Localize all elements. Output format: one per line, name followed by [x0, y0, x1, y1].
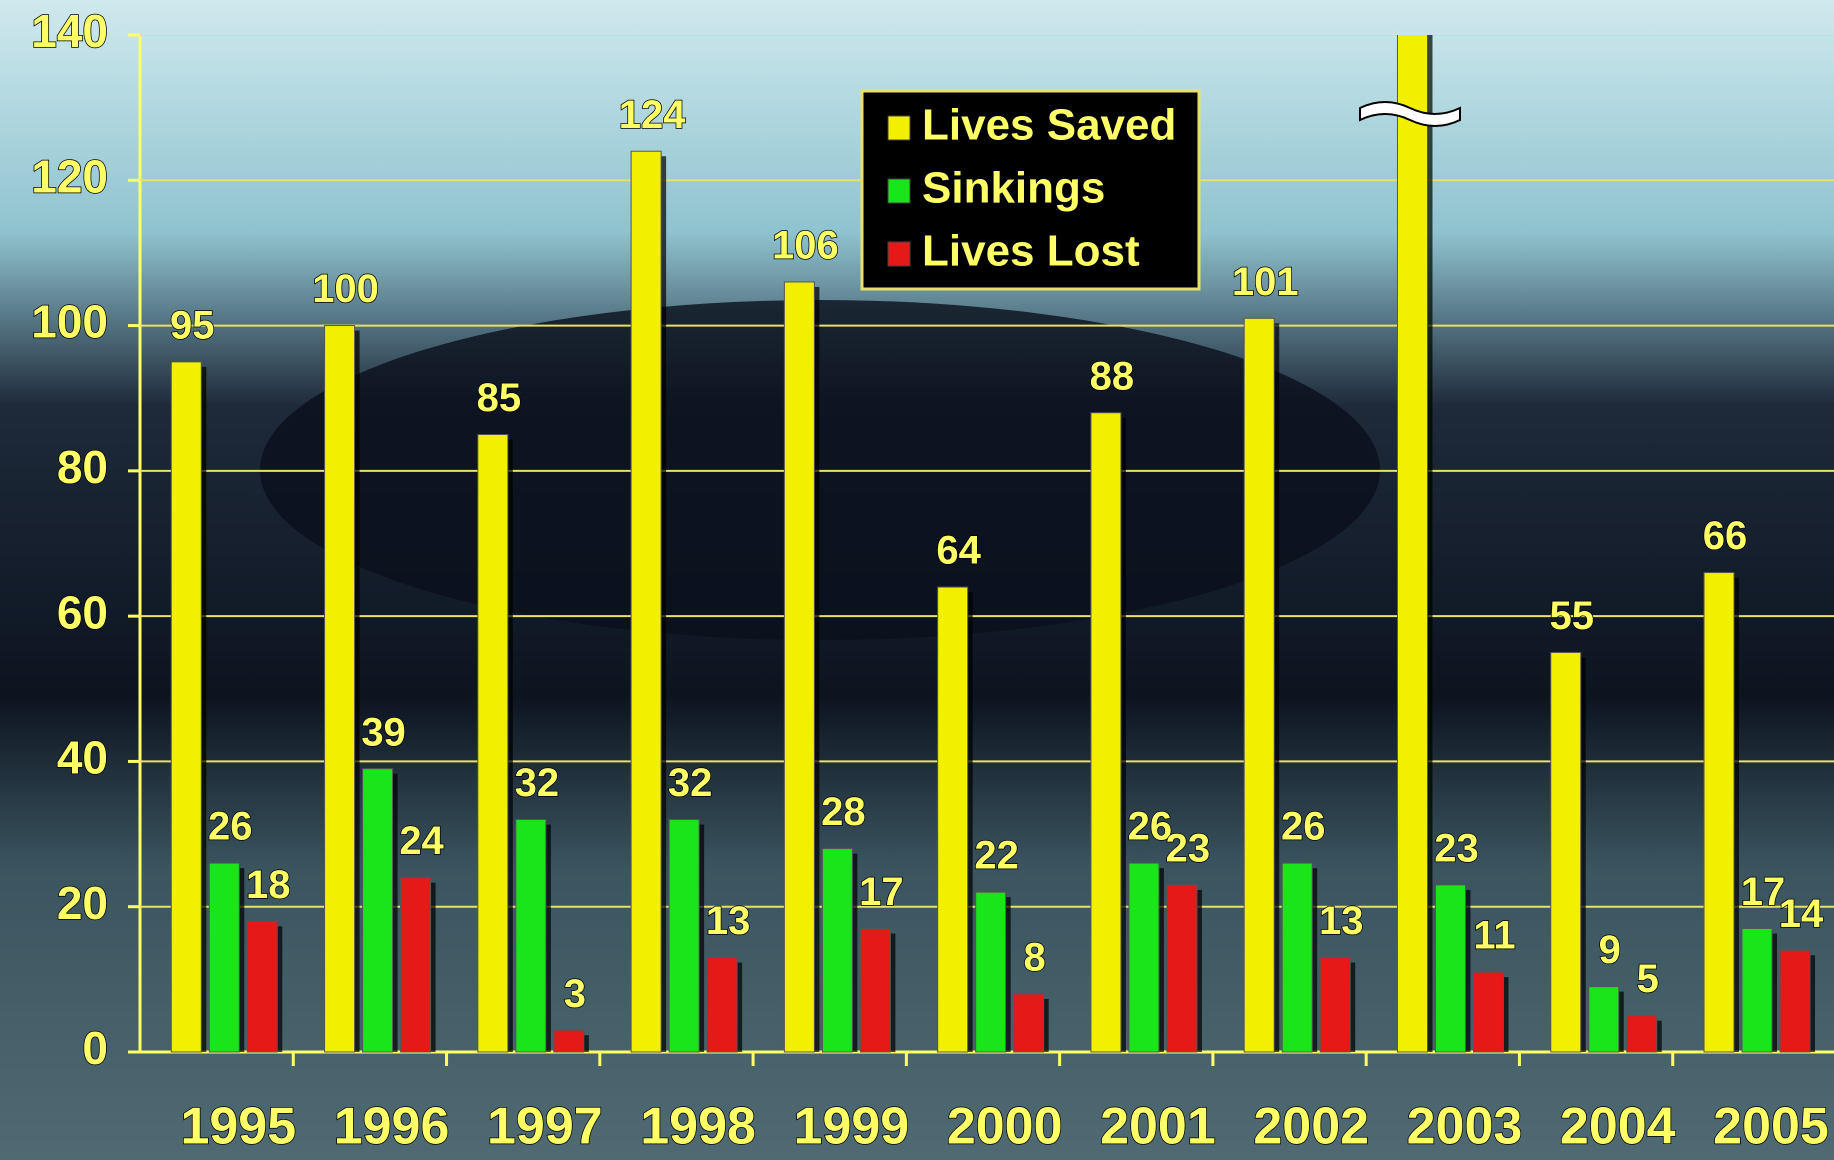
bar [1090, 412, 1122, 1053]
bar [1703, 572, 1735, 1053]
bar [1281, 862, 1313, 1053]
bar [630, 150, 662, 1053]
data-label: 88 [1090, 354, 1135, 398]
data-label: 8 [1024, 935, 1046, 979]
x-tick-label: 1997 [487, 1098, 603, 1156]
y-tick-label: 20 [57, 877, 108, 929]
bar [324, 325, 356, 1053]
data-label: 13 [1319, 899, 1364, 943]
bar [1550, 651, 1582, 1053]
bar [821, 848, 853, 1053]
bar [553, 1029, 585, 1053]
bar [1013, 993, 1045, 1053]
bar [1472, 971, 1504, 1053]
data-label: 124 [619, 93, 686, 137]
bar [1319, 957, 1351, 1053]
x-tick-label: 1999 [794, 1098, 910, 1156]
bar [1779, 949, 1811, 1053]
x-tick-label: 2000 [947, 1098, 1063, 1156]
data-label: 66 [1703, 514, 1748, 558]
bar [246, 920, 278, 1053]
bar [515, 819, 547, 1053]
y-tick-label: 80 [57, 441, 108, 493]
x-tick-label: 2004 [1560, 1098, 1676, 1156]
y-tick-label: 40 [57, 732, 108, 784]
data-label: 64 [936, 529, 981, 573]
data-label: 23 [1434, 826, 1479, 870]
bar [1626, 1015, 1658, 1053]
bar [1128, 862, 1160, 1053]
bar [975, 891, 1007, 1053]
x-tick-label: 1996 [334, 1098, 450, 1156]
x-tick-label: 2001 [1100, 1098, 1216, 1156]
data-label: 100 [312, 267, 379, 311]
bar [1588, 986, 1620, 1053]
data-label: 18 [246, 863, 291, 907]
bar [170, 361, 202, 1053]
data-label: 9 [1599, 928, 1621, 972]
data-label: 24 [399, 819, 444, 863]
x-tick-label: 2003 [1407, 1098, 1523, 1156]
data-label: 26 [208, 805, 253, 849]
y-tick-label: 120 [31, 150, 108, 202]
data-label: 95 [170, 303, 215, 347]
y-tick-label: 0 [82, 1022, 108, 1074]
data-label: 32 [668, 761, 713, 805]
bar [1434, 884, 1466, 1053]
bar [400, 877, 432, 1053]
data-label: 106 [772, 224, 839, 268]
data-label: 32 [515, 761, 560, 805]
data-label: 5 [1637, 957, 1659, 1001]
bar [783, 281, 815, 1053]
x-tick-label: 2002 [1253, 1098, 1369, 1156]
bar [362, 768, 394, 1053]
data-label: 26 [1128, 805, 1173, 849]
data-label: 39 [361, 710, 406, 754]
bar [1166, 884, 1198, 1053]
data-label: 28 [821, 790, 866, 834]
legend-swatch [887, 115, 911, 141]
y-tick-label: 100 [31, 296, 108, 348]
legend-label: Sinkings [922, 164, 1105, 213]
data-label: 85 [477, 376, 522, 420]
bar [208, 862, 240, 1053]
legend-label: Lives Lost [922, 227, 1140, 276]
bar [937, 586, 969, 1053]
bar [859, 928, 891, 1053]
bar [1741, 928, 1773, 1053]
legend-box [860, 89, 1201, 291]
y-tick-label: 140 [31, 5, 108, 57]
data-label: 11 [1473, 914, 1515, 958]
data-label: 26 [1281, 805, 1326, 849]
bar [668, 819, 700, 1053]
data-label: 14 [1779, 892, 1824, 936]
legend: Lives Saved Sinkings Lives Lost [860, 89, 1201, 291]
legend-swatch [887, 241, 911, 267]
bar [706, 957, 738, 1053]
legend-label: Lives Saved [922, 101, 1176, 150]
x-tick-label: 1998 [640, 1098, 756, 1156]
axis-break [1359, 101, 1461, 127]
data-label: 17 [1741, 870, 1786, 914]
bar [1243, 317, 1275, 1053]
x-tick-label: 2005 [1713, 1098, 1829, 1156]
bar [1396, 35, 1428, 1053]
y-tick-label: 60 [57, 586, 108, 638]
data-label: 55 [1550, 594, 1595, 638]
data-label: 3 [564, 972, 586, 1016]
plot-area [140, 35, 1834, 1053]
data-label: 22 [974, 834, 1019, 878]
data-label: 17 [859, 870, 904, 914]
data-label: 13 [706, 899, 751, 943]
legend-swatch [887, 178, 911, 204]
data-label: 101 [1232, 260, 1299, 304]
x-tick-label: 1995 [180, 1098, 296, 1156]
bar [477, 434, 509, 1053]
data-label: 23 [1166, 826, 1211, 870]
